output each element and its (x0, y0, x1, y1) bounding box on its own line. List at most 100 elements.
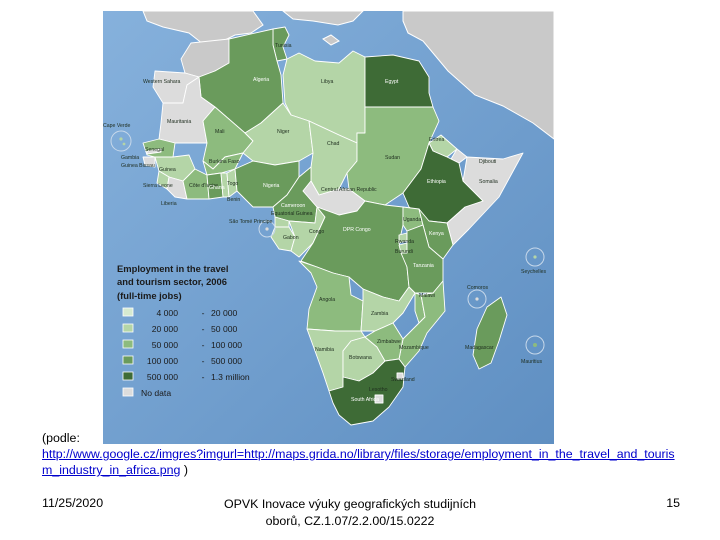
label-egypt: Egypt (385, 79, 399, 85)
country-madagascar (472, 296, 508, 370)
label-cameroon: Cameroon (281, 203, 305, 209)
label-somalia: Somalia (479, 179, 498, 185)
label-angola: Angola (319, 297, 335, 303)
label-eritrea: Eritrea (429, 137, 444, 143)
legend-title-line-1: Employment in the travel (117, 263, 228, 274)
label-benin: Benin (227, 197, 240, 203)
label-gambia: Gambia (121, 155, 139, 161)
country-lesotho (374, 394, 384, 404)
label-mauritius: Mauritius (521, 359, 542, 365)
island-marks (119, 137, 537, 347)
label-central-african-republic: Central African Republic (321, 187, 377, 193)
country-tanzania (400, 224, 444, 294)
legend-to: 100 000 (211, 340, 242, 350)
label-malawi: Malawi (419, 293, 435, 299)
label-gabon: Gabon (283, 235, 299, 241)
legend-item: 50 000 - 100 000 (122, 339, 242, 350)
label-botswana: Botswana (349, 355, 372, 361)
label-rwanda: Rwanda (395, 239, 414, 245)
label-namibia: Namibia (315, 347, 334, 353)
legend-from: 4 000 (156, 308, 178, 318)
label-madagascar: Madagascar (465, 345, 494, 351)
country-guinea-bissau (142, 156, 156, 168)
label-liberia: Liberia (161, 201, 177, 207)
legend-no-data-label: No data (141, 388, 171, 398)
label-nigeria: Nigeria (263, 183, 280, 189)
legend-to: 1.3 million (211, 372, 250, 382)
footer-title-line-2: oborů, CZ.1.07/2.2.00/15.0222 (265, 514, 435, 528)
label-guinea: Guinea (159, 167, 176, 173)
label-mali: Mali (215, 129, 225, 135)
label-cape-verde: Cape Verde (103, 123, 131, 129)
country-labels: Tunisia Western Sahara Algeria Libya Egy… (103, 43, 546, 403)
label-zambia: Zambia (371, 311, 388, 317)
label-congo: Congo (309, 229, 324, 235)
caption-suffix: ) (183, 463, 189, 477)
label-niger: Niger (277, 129, 290, 135)
source-link[interactable]: http://www.google.cz/imgres?imgurl=http:… (42, 447, 675, 477)
label-mauritania: Mauritania (167, 119, 191, 125)
legend-item: 20 000 - 50 000 (122, 323, 238, 334)
footer-title-line-1: OPVK Inovace výuky geografických studijn… (223, 497, 477, 511)
label-libya: Libya (321, 79, 334, 85)
label-sudan: Sudan (385, 155, 400, 161)
legend-dash: - (202, 340, 205, 350)
label-burkina-faso: Burkina Faso (209, 159, 240, 165)
label-lesotho: Lesotho (369, 387, 388, 393)
label-zimbabwe: Zimbabwe (377, 339, 401, 345)
label-burundi: Burundi (395, 249, 413, 255)
legend-item: 4 000 - 20 000 (122, 307, 238, 318)
legend-item-no-data: No data (122, 387, 171, 398)
footer-date: 11/25/2020 (42, 496, 104, 510)
legend-to: 500 000 (211, 356, 242, 366)
footer-title: OPVK Inovace výuky geografických studijn… (190, 496, 510, 530)
legend-from: 20 000 (152, 324, 179, 334)
label-tunisia: Tunisia (275, 43, 292, 49)
legend-title-line-3: (full-time jobs) (117, 290, 182, 301)
country-mozambique (398, 280, 446, 368)
legend-from: 100 000 (147, 356, 178, 366)
label-tanzania: Tanzania (413, 263, 434, 269)
map-legend: Employment in the travel and tourism sec… (117, 263, 250, 398)
africa-tourism-employment-map: Tunisia Western Sahara Algeria Libya Egy… (103, 11, 554, 444)
countries (142, 26, 524, 426)
legend-to: 20 000 (211, 308, 238, 318)
label-algeria: Algeria (253, 77, 269, 83)
label-cote-divoire: Côte d'Ivoire (189, 183, 218, 189)
legend-from: 500 000 (147, 372, 178, 382)
surrounding-land (142, 11, 554, 140)
label-uganda: Uganda (403, 217, 421, 223)
label-chad: Chad (327, 141, 340, 147)
country-niger (242, 102, 314, 166)
label-guinea-bissau: Guinea Bissau (121, 163, 155, 169)
legend-swatch (122, 371, 134, 381)
mauritius-inset (525, 335, 545, 355)
label-sierra-leone: Sierra Leone (143, 183, 173, 189)
label-swaziland: Swaziland (391, 377, 415, 383)
label-kenya: Kenya (429, 231, 444, 237)
label-senegal: Senegal (145, 147, 164, 153)
country-gambia (146, 148, 162, 155)
label-drc: DPR Congo (343, 227, 371, 233)
label-ghana: Ghana (209, 185, 225, 191)
legend-dash: - (202, 372, 205, 382)
legend-from: 50 000 (152, 340, 179, 350)
legend-item: 500 000 - 1.3 million (122, 371, 250, 382)
country-zimbabwe (364, 322, 404, 362)
label-mozambique: Mozambique (399, 345, 429, 351)
label-equatorial-guinea: Equatorial Guinea (271, 211, 313, 217)
page-number: 15 (666, 496, 680, 510)
legend-dash: - (202, 324, 205, 334)
legend-item: 100 000 - 500 000 (122, 355, 242, 366)
legend-dash: - (202, 356, 205, 366)
label-seychelles: Seychelles (521, 269, 546, 275)
legend-swatch (122, 387, 134, 397)
cape-verde-inset (110, 130, 132, 152)
label-south-africa: South Africa (351, 397, 379, 403)
legend-to: 50 000 (211, 324, 238, 334)
country-south-africa (328, 358, 406, 426)
legend-swatch (122, 323, 134, 333)
seychelles-inset (525, 247, 545, 267)
comoros-inset (467, 289, 487, 309)
country-swaziland (396, 372, 404, 380)
